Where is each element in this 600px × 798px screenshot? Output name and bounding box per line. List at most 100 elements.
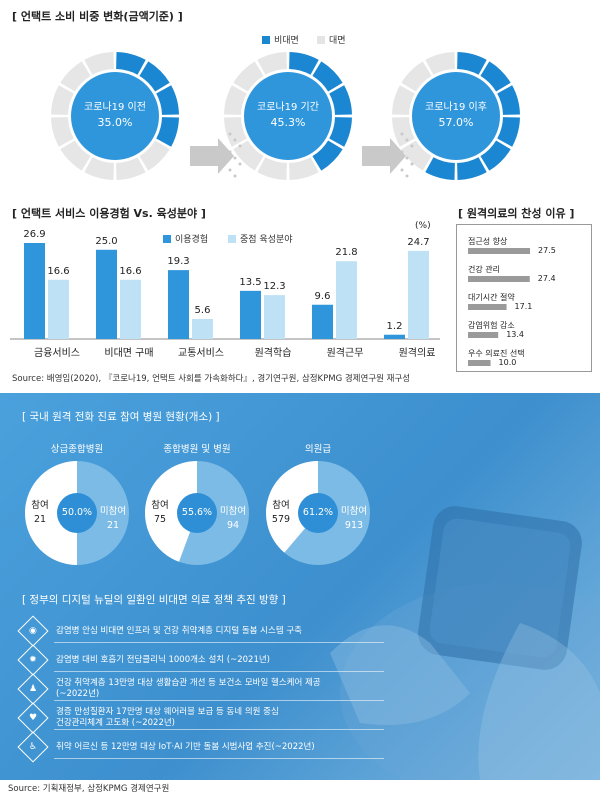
service-bar-chart <box>10 243 440 340</box>
bar-value-label: 26.9 <box>23 229 46 240</box>
category-label: 원격근무 <box>326 348 364 359</box>
arrow-particle <box>238 144 242 148</box>
person-icon: ♟ <box>17 673 49 705</box>
pie-participating-value: 21 <box>33 514 47 525</box>
pie-nonparticipating-label: 미참여 <box>219 506 247 517</box>
reason-label: 접근성 향상 <box>468 237 508 246</box>
donut-segment <box>257 157 287 180</box>
donut-segment <box>401 140 432 171</box>
pie-title: 상급종합병원 <box>50 444 104 455</box>
donut-segment <box>457 52 487 75</box>
source-note-top: Source: 배영임(2020), 『코로나19, 언택트 사회를 가속화하다… <box>12 374 411 384</box>
donut-segment <box>457 157 487 180</box>
donut-segment <box>289 157 319 180</box>
bar-usage <box>168 270 189 339</box>
donut-segment <box>480 61 511 92</box>
bar-value-label: 16.6 <box>47 265 70 277</box>
panel-title: [ 국내 원격 전화 진료 참여 병원 현황(개소) ] <box>22 411 220 423</box>
pie-nonparticipating-value: 94 <box>226 520 240 531</box>
donut-segment <box>116 52 146 75</box>
pie-center <box>298 493 338 533</box>
arrow-shape <box>362 138 406 174</box>
arrow-particle <box>400 150 404 154</box>
reason-label: 대기시간 절약 <box>468 293 515 302</box>
reason-bar <box>468 332 499 338</box>
category-label: 비대면 구매 <box>104 348 154 359</box>
policy-underline <box>54 700 384 701</box>
donut-segment <box>139 140 170 171</box>
arrow-particle <box>228 150 232 154</box>
donut-segment <box>51 85 74 115</box>
bar-focus <box>408 250 429 339</box>
pie-participating-label: 참여 <box>31 500 49 511</box>
donut-segment <box>51 117 74 147</box>
donut-segment <box>425 157 455 180</box>
bar-focus <box>48 279 69 339</box>
bar-usage <box>96 249 117 339</box>
bar-focus <box>192 319 213 339</box>
background-phone-illustration <box>330 506 600 780</box>
pie-percent: 61.2% <box>302 507 334 518</box>
donut-segment <box>156 117 179 147</box>
reason-value: 27.5 <box>538 246 556 255</box>
arrow-particle <box>405 156 409 160</box>
legend-label-contact: 대면 <box>329 36 346 46</box>
bar-value-label: 13.5 <box>239 276 262 288</box>
pie-center <box>177 493 217 533</box>
bar-value-label: 21.8 <box>335 247 358 259</box>
policy-underline <box>54 729 384 730</box>
reason-value: 10.0 <box>498 358 517 367</box>
donut-category: 코로나19 이후 <box>425 102 487 113</box>
legend-label-untact: 비대면 <box>274 36 299 46</box>
donut-segment <box>497 85 520 115</box>
reason-label: 감염위험 감소 <box>468 321 515 330</box>
bar-value-label: 5.6 <box>194 305 211 316</box>
donut-segment <box>84 157 114 180</box>
policy-item: ♟ 건강 취약계층 13만명 대상 생활습관 개선 등 보건소 모바일 헬스케어 … <box>17 673 384 705</box>
bar-value-label: 16.6 <box>119 265 142 277</box>
category-label: 교통서비스 <box>178 348 224 359</box>
donut-segment <box>312 140 343 171</box>
pie-center <box>57 493 97 533</box>
legend-focus: 중점 육성분야 <box>228 232 293 245</box>
donut-segment <box>312 61 343 92</box>
consumption-share-title: [ 언택트 소비 비중 변화(금액기준) ] <box>12 10 183 23</box>
pie-participating <box>25 461 77 565</box>
donut-center <box>71 72 159 160</box>
policy-text: 감염병 안심 비대면 인프라 및 건강 취약계층 디지털 돌봄 시스템 구축 <box>56 625 302 636</box>
arrow-particle <box>410 144 414 148</box>
donut-segment <box>425 52 455 75</box>
pie-percent: 55.6% <box>181 507 213 518</box>
reason-bar <box>468 304 507 310</box>
pie-participating-label: 참여 <box>272 500 290 511</box>
bar-value-label: 24.7 <box>407 236 430 248</box>
donut-center-label: 코로나19 이전 35.0% <box>65 100 165 130</box>
arrow-particle <box>233 138 237 142</box>
donut-value: 45.3% <box>270 116 306 129</box>
policy-text: 감염병 대비 호흡기 전담클리닉 1000개소 설치 (~2021년) <box>56 654 270 665</box>
policy-item: ◉ 감염병 안심 비대면 인프라 및 건강 취약계층 디지털 돌봄 시스템 구축 <box>17 615 384 647</box>
donut-segment <box>233 140 264 171</box>
arrow-particle <box>400 132 404 136</box>
donut-segment <box>401 61 432 92</box>
bar-usage <box>312 304 333 339</box>
bar-usage <box>384 334 405 339</box>
legend-swatch-untact <box>262 35 270 44</box>
policy-item: ✹ 감염병 대비 호흡기 전담클리닉 1000개소 설치 (~2021년) <box>17 644 384 676</box>
reason-value: 13.4 <box>506 330 525 339</box>
policy-underline <box>54 671 384 672</box>
policy-underline <box>54 758 384 759</box>
arrow-particle <box>405 138 409 142</box>
arrow-particle <box>238 162 242 166</box>
donut-segment <box>497 117 520 147</box>
policy-underline <box>54 642 384 643</box>
arrow-particle <box>400 168 404 172</box>
category-label: 원격의료 <box>398 348 436 359</box>
donut-segment <box>224 85 247 115</box>
donut-segment <box>233 61 264 92</box>
eye-icon: ◉ <box>17 615 49 647</box>
bar-value-label: 12.3 <box>263 281 286 293</box>
legend-label-focus: 중점 육성분야 <box>240 235 293 245</box>
donut-segment <box>60 61 91 92</box>
arrow-shape <box>190 138 234 174</box>
